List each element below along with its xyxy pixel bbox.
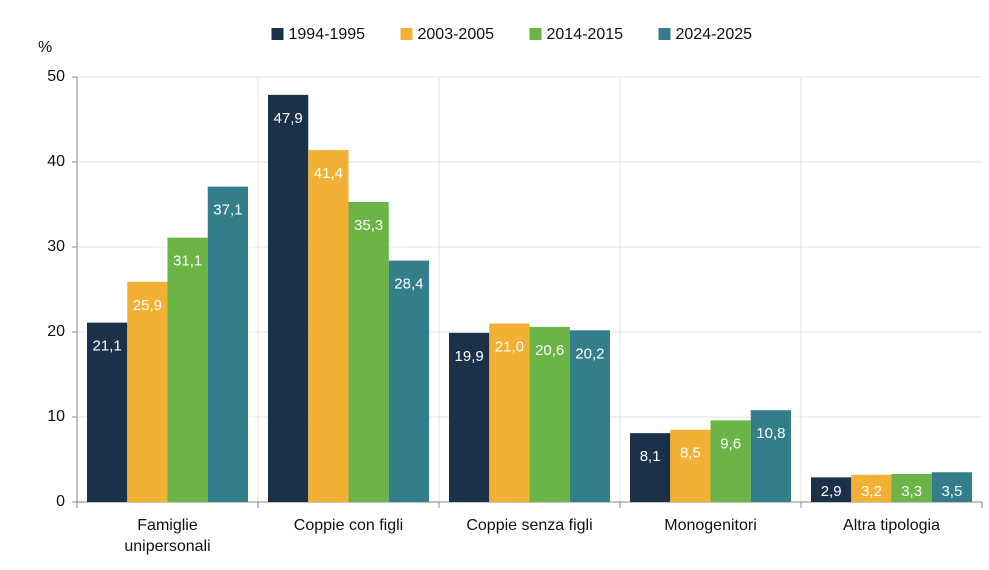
bar — [449, 332, 490, 502]
legend-label: 2003-2005 — [418, 26, 495, 43]
x-tick-label-line: Coppie con figli — [294, 517, 403, 534]
data-label: 10,8 — [756, 425, 785, 442]
data-label: 2,9 — [821, 483, 842, 500]
data-label: 8,1 — [640, 448, 661, 465]
bar — [127, 281, 168, 502]
data-label: 3,2 — [861, 483, 882, 500]
data-label: 20,6 — [535, 342, 564, 359]
data-label: 21,1 — [93, 338, 122, 355]
x-tick-label: Coppie con figli — [294, 517, 403, 534]
data-label: 35,3 — [354, 217, 383, 234]
data-label: 20,2 — [575, 345, 604, 362]
y-axis-label: % — [38, 39, 52, 56]
data-label: 3,5 — [941, 483, 962, 500]
data-label: 37,1 — [213, 202, 242, 219]
data-label: 28,4 — [394, 276, 423, 293]
x-tick-label-line: unipersonali — [124, 538, 210, 555]
x-tick-label: Coppie senza figli — [466, 517, 592, 534]
y-tick-label: 40 — [47, 153, 65, 170]
bar — [931, 472, 972, 502]
y-tick-label: 0 — [56, 493, 65, 510]
bar — [630, 433, 671, 502]
data-label: 9,6 — [720, 435, 741, 452]
bar — [750, 410, 791, 502]
data-label: 31,1 — [173, 253, 202, 270]
data-label: 47,9 — [274, 110, 303, 127]
bar — [167, 237, 208, 502]
legend-swatch — [658, 28, 671, 40]
legend-label: 2024-2025 — [676, 26, 753, 43]
legend-swatch — [529, 28, 542, 40]
y-tick-label: 30 — [47, 238, 65, 255]
y-tick-label: 20 — [47, 323, 65, 340]
x-tick-label-line: Altra tipologia — [843, 517, 940, 534]
bar — [811, 477, 852, 502]
data-label: 19,9 — [455, 348, 484, 365]
x-tick-label: Famiglie unipersonali — [124, 517, 210, 555]
bar — [529, 326, 570, 502]
legend-label: 2014-2015 — [547, 26, 624, 43]
legend-swatch — [271, 28, 284, 40]
bar — [388, 260, 429, 502]
legend-label: 1994-1995 — [289, 26, 366, 43]
x-tick-label-line: Coppie senza figli — [466, 517, 592, 534]
y-tick-label: 50 — [47, 68, 65, 85]
x-tick-label-line: Famiglie — [137, 517, 198, 534]
bar — [489, 323, 530, 502]
bar — [308, 150, 349, 502]
bar — [207, 186, 248, 502]
x-tick-label: Altra tipologia — [843, 517, 940, 534]
bar — [891, 473, 932, 502]
bar — [569, 330, 610, 502]
x-tick-label: Monogenitori — [664, 517, 757, 534]
legend-swatch — [400, 28, 413, 40]
x-tick-label-line: Monogenitori — [664, 517, 757, 534]
bar — [851, 474, 892, 502]
data-label: 25,9 — [133, 297, 162, 314]
bar — [670, 429, 711, 502]
data-label: 8,5 — [680, 445, 701, 462]
bar — [87, 322, 128, 502]
bar — [710, 420, 751, 502]
data-label: 41,4 — [314, 165, 343, 182]
bar — [348, 201, 389, 502]
bar — [268, 94, 309, 502]
data-label: 21,0 — [495, 338, 524, 355]
y-tick-label: 10 — [47, 408, 65, 425]
data-label: 3,3 — [901, 483, 922, 500]
